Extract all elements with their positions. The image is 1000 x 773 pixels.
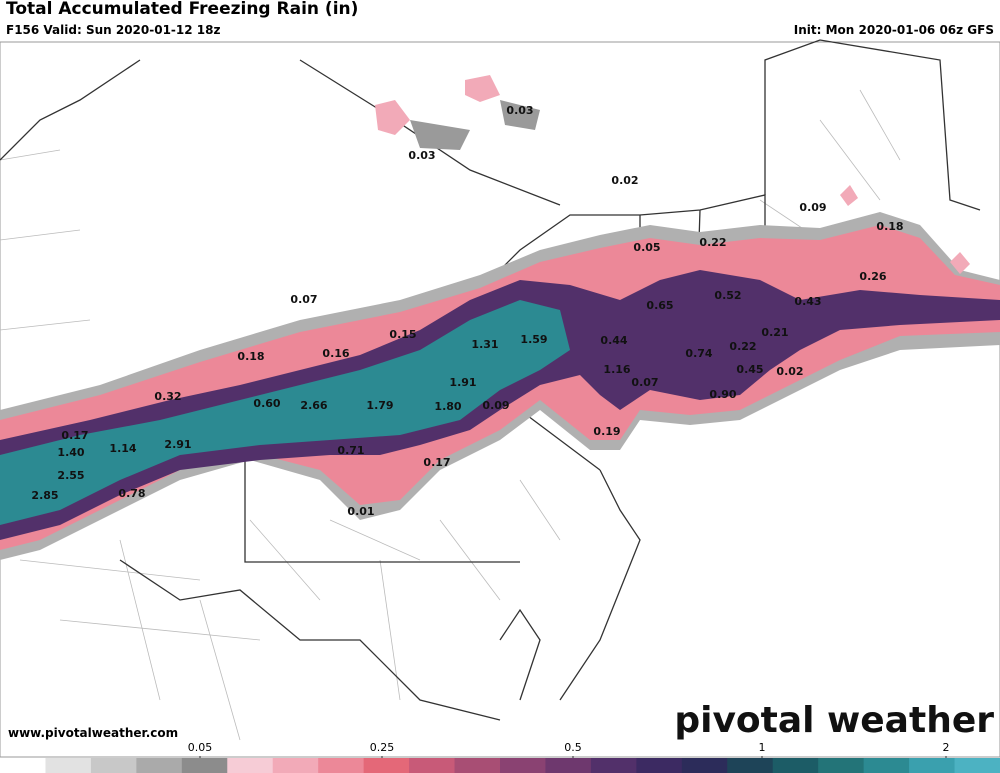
swatch <box>90 758 137 773</box>
point-value: 0.21 <box>761 326 788 339</box>
point-value: 0.44 <box>600 334 627 347</box>
county-lines <box>0 89 901 741</box>
point-value: 2.55 <box>57 469 84 482</box>
tick-label: 0.25 <box>370 741 395 754</box>
point-value: 0.07 <box>631 376 658 389</box>
point-value: 0.09 <box>799 201 826 214</box>
init-time: Init: Mon 2020-01-06 06z GFS <box>794 23 994 37</box>
point-value: 1.14 <box>109 442 136 455</box>
point-value: 1.59 <box>520 333 547 346</box>
point-value: 0.09 <box>482 399 509 412</box>
swatch <box>0 758 46 773</box>
swatch <box>590 758 637 773</box>
point-value: 1.31 <box>471 338 498 351</box>
swatch <box>863 758 910 773</box>
point-value: 0.26 <box>859 270 886 283</box>
point-value: 1.16 <box>603 363 630 376</box>
point-value: 0.18 <box>876 220 903 233</box>
swatch <box>818 758 865 773</box>
point-value: 1.79 <box>366 399 393 412</box>
point-value: 0.32 <box>154 390 181 403</box>
point-value: 0.03 <box>506 104 533 117</box>
point-value: 0.17 <box>423 456 450 469</box>
swatch <box>681 758 728 773</box>
point-value: 0.45 <box>736 363 763 376</box>
swatch <box>636 758 683 773</box>
swatch <box>181 758 228 773</box>
point-value: 0.71 <box>337 444 364 457</box>
point-value: 0.05 <box>633 241 660 254</box>
swatch <box>409 758 456 773</box>
swatch <box>45 758 92 773</box>
swatch <box>727 758 774 773</box>
swatch <box>272 758 319 773</box>
swatch <box>318 758 365 773</box>
point-value: 0.22 <box>699 236 726 249</box>
point-value: 0.90 <box>709 388 736 401</box>
swatch <box>954 758 1000 773</box>
point-value: 0.78 <box>118 487 145 500</box>
point-value: 0.22 <box>729 340 756 353</box>
point-value: 1.40 <box>57 446 84 459</box>
swatch <box>227 758 274 773</box>
title: Total Accumulated Freezing Rain (in) <box>6 0 358 19</box>
point-value: 1.80 <box>434 400 461 413</box>
point-value: 0.60 <box>253 397 280 410</box>
point-value: 0.03 <box>408 149 435 162</box>
point-value: 0.02 <box>776 365 803 378</box>
value-labels: 0.03 0.03 0.02 0.09 0.05 0.22 0.18 0.26 0.43 0.07… <box>31 104 903 518</box>
point-value: 0.16 <box>322 347 349 360</box>
swatch <box>545 758 592 773</box>
tick-label: 2 <box>943 741 950 754</box>
point-value: 0.17 <box>61 429 88 442</box>
valid-time: F156 Valid: Sun 2020-01-12 18z <box>6 23 220 37</box>
point-value: 1.91 <box>449 376 476 389</box>
logo: pivotal weather <box>674 700 994 741</box>
swatch <box>454 758 501 773</box>
point-value: 0.65 <box>646 299 673 312</box>
shade-gray <box>410 100 540 150</box>
swatch <box>772 758 819 773</box>
swatch <box>363 758 410 773</box>
shade-purple <box>0 270 1000 540</box>
point-value: 0.18 <box>237 350 264 363</box>
point-value: 2.85 <box>31 489 58 502</box>
tick-label: 1 <box>759 741 766 754</box>
swatch <box>136 758 183 773</box>
tick-label: 0.5 <box>564 741 582 754</box>
tick-label: 0.05 <box>188 741 213 754</box>
shade-teal <box>0 300 570 525</box>
point-value: 0.74 <box>685 347 712 360</box>
point-value: 0.52 <box>714 289 741 302</box>
swatch <box>909 758 956 773</box>
point-value: 0.02 <box>611 174 638 187</box>
point-value: 2.91 <box>164 438 191 451</box>
point-value: 0.01 <box>347 505 374 518</box>
point-value: 0.43 <box>794 295 821 308</box>
point-value: 0.15 <box>389 328 416 341</box>
colorbar: 0.05 0.25 0.5 1 2 <box>0 741 1000 773</box>
website: www.pivotalweather.com <box>8 726 178 740</box>
point-value: 2.66 <box>300 399 327 412</box>
swatch <box>500 758 546 773</box>
precip-shading <box>0 75 1000 560</box>
point-value: 0.07 <box>290 293 317 306</box>
point-value: 0.19 <box>593 425 620 438</box>
